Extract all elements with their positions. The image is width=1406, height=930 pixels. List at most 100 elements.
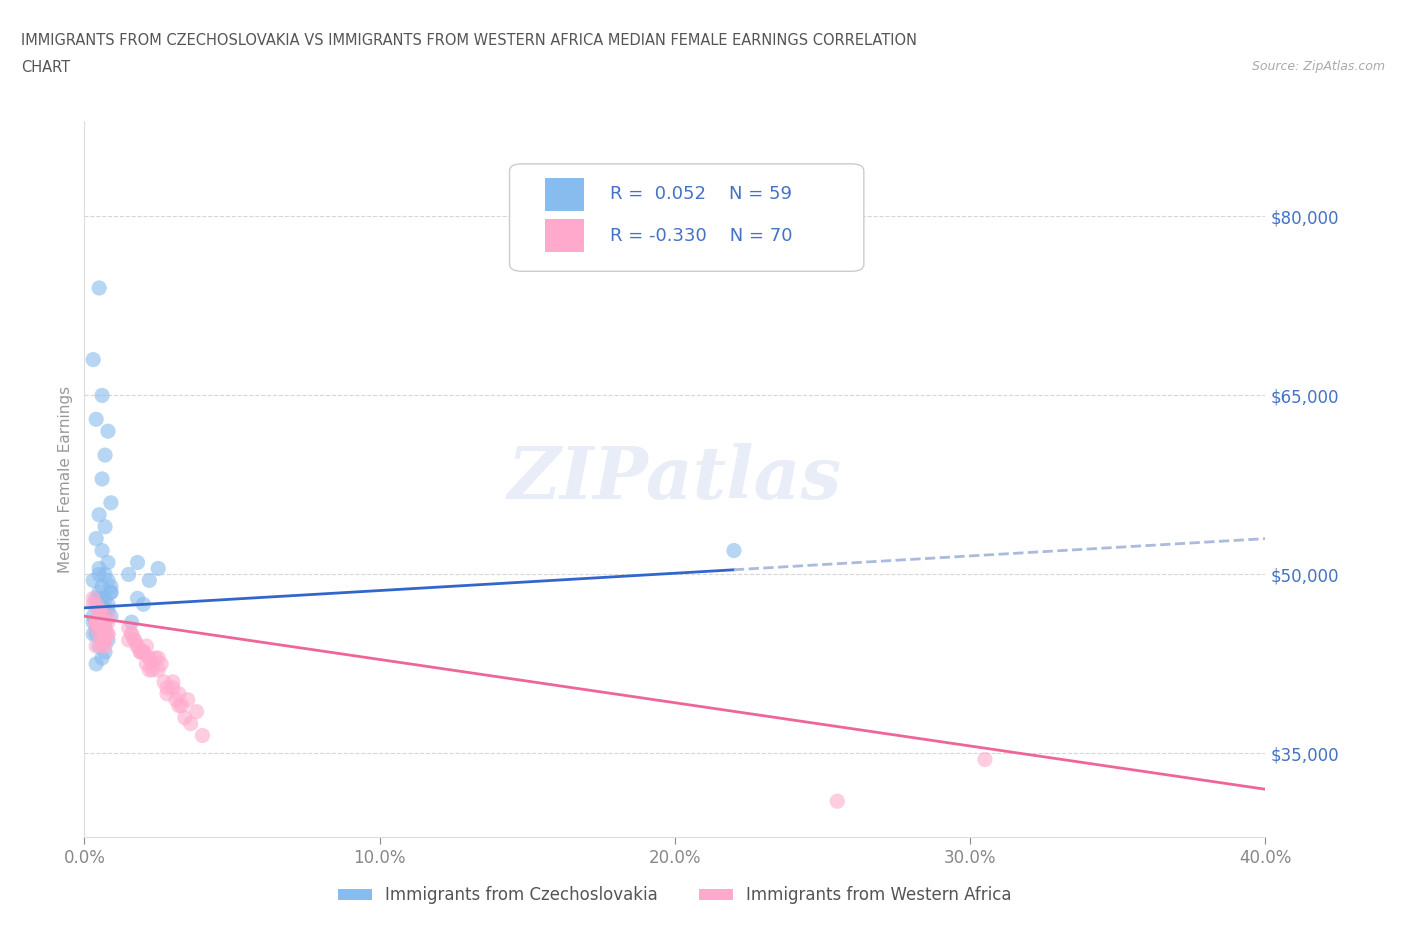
Point: [156, 681, 179, 696]
Point: [84, 597, 107, 612]
Point: [97, 555, 120, 570]
Point: [974, 752, 997, 767]
Point: [91, 639, 114, 654]
FancyBboxPatch shape: [509, 164, 863, 272]
Text: R = -0.330    N = 70: R = -0.330 N = 70: [610, 227, 793, 246]
Point: [82, 609, 104, 624]
Point: [87, 585, 111, 600]
Point: [138, 651, 160, 666]
Point: [91, 615, 114, 630]
Bar: [546, 179, 583, 211]
Point: [167, 686, 190, 701]
Point: [84, 620, 107, 635]
Point: [87, 507, 111, 522]
Point: [94, 639, 117, 654]
Point: [127, 639, 149, 654]
Point: [132, 597, 155, 612]
Point: [191, 728, 214, 743]
Point: [82, 627, 104, 642]
Point: [100, 609, 122, 624]
Point: [87, 603, 111, 618]
Point: [94, 615, 117, 630]
Point: [148, 651, 170, 666]
Point: [180, 716, 202, 731]
Point: [165, 692, 187, 707]
Point: [87, 603, 111, 618]
Point: [141, 657, 163, 671]
Point: [84, 620, 107, 635]
Point: [156, 686, 179, 701]
Point: [162, 681, 184, 696]
Point: [82, 615, 104, 630]
Point: [121, 615, 143, 630]
Point: [87, 639, 111, 654]
Point: [87, 615, 111, 630]
Point: [87, 567, 111, 582]
Point: [148, 662, 170, 677]
Point: [87, 627, 111, 642]
Point: [84, 591, 107, 605]
Point: [94, 519, 117, 534]
Point: [91, 597, 114, 612]
Point: [91, 620, 114, 635]
Point: [91, 472, 114, 486]
Point: [87, 597, 111, 612]
Point: [97, 615, 120, 630]
Point: [138, 573, 160, 588]
Point: [118, 632, 141, 647]
Point: [91, 620, 114, 635]
Point: [118, 620, 141, 635]
Legend: Immigrants from Czechoslovakia, Immigrants from Western Africa: Immigrants from Czechoslovakia, Immigran…: [332, 880, 1018, 911]
Point: [84, 615, 107, 630]
Point: [97, 573, 120, 588]
Point: [153, 674, 176, 689]
Point: [91, 388, 114, 403]
Point: [162, 674, 184, 689]
Point: [94, 609, 117, 624]
Point: [91, 543, 114, 558]
Point: [100, 578, 122, 593]
Point: [143, 651, 166, 666]
Point: [84, 657, 107, 671]
Point: [167, 698, 190, 713]
Point: [100, 585, 122, 600]
Point: [132, 644, 155, 659]
Point: [177, 692, 200, 707]
Point: [91, 651, 114, 666]
Point: [82, 573, 104, 588]
Point: [148, 561, 170, 576]
Point: [94, 632, 117, 647]
Point: [97, 603, 120, 618]
Text: CHART: CHART: [21, 60, 70, 75]
Point: [141, 662, 163, 677]
Point: [135, 657, 157, 671]
Point: [91, 609, 114, 624]
Point: [94, 627, 117, 642]
Point: [84, 615, 107, 630]
Point: [84, 531, 107, 546]
Point: [121, 627, 143, 642]
Point: [827, 794, 849, 809]
Text: Source: ZipAtlas.com: Source: ZipAtlas.com: [1251, 60, 1385, 73]
Point: [94, 447, 117, 462]
Point: [84, 639, 107, 654]
Point: [723, 543, 745, 558]
Point: [91, 609, 114, 624]
Point: [121, 627, 143, 642]
Point: [97, 609, 120, 624]
Point: [84, 615, 107, 630]
Point: [132, 644, 155, 659]
Point: [91, 620, 114, 635]
Point: [100, 496, 122, 511]
Point: [84, 615, 107, 630]
Point: [84, 627, 107, 642]
Point: [129, 644, 152, 659]
Point: [124, 632, 146, 647]
Point: [118, 567, 141, 582]
Point: [97, 597, 120, 612]
Point: [84, 615, 107, 630]
Point: [170, 698, 193, 713]
Point: [127, 555, 149, 570]
Point: [94, 644, 117, 659]
Text: R =  0.052    N = 59: R = 0.052 N = 59: [610, 185, 792, 204]
